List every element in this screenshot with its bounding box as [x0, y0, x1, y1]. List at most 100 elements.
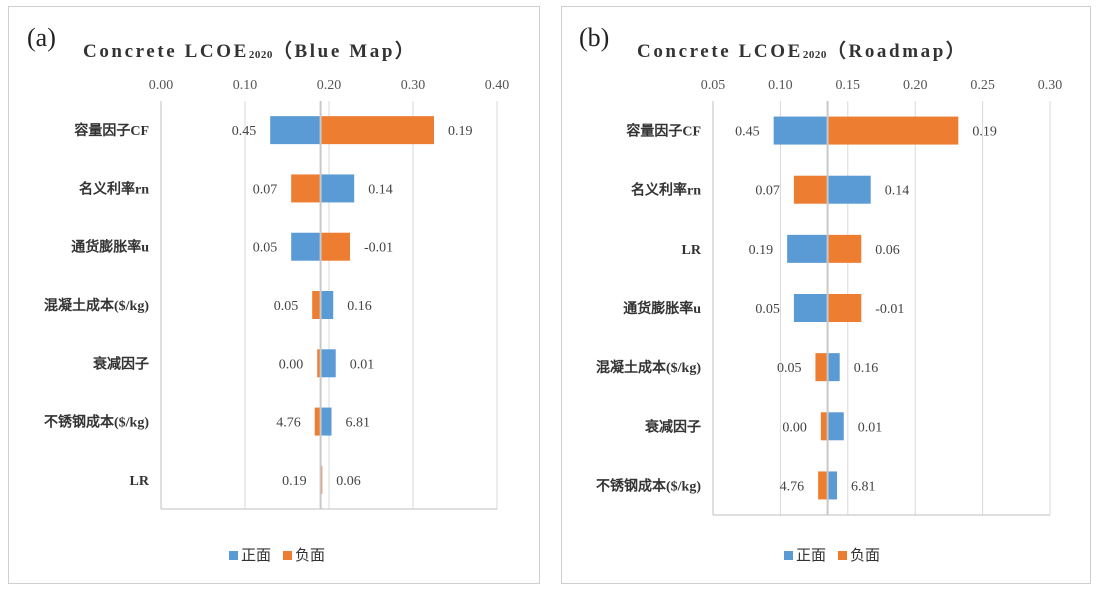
tornado-chart: 0.05 0.10 0.15 0.20 0.25 0.30 容量因子CF 0.45 0.19 名义…: [596, 78, 1063, 564]
data-label-right: 0.19: [448, 124, 473, 139]
chart-title-main: Concrete LCOE: [637, 41, 803, 62]
data-label-right: 0.16: [854, 361, 879, 376]
bar-positive: [827, 175, 871, 204]
data-label-right: 0.14: [885, 184, 910, 199]
data-label-right: 0.06: [875, 243, 900, 258]
chart-title-tail: （Blue Map）: [272, 41, 417, 62]
bar-positive: [827, 412, 844, 441]
bar-positive: [291, 232, 321, 261]
bar-positive: [793, 294, 828, 322]
category-label: 混凝土成本($/kg): [596, 359, 701, 376]
x-tick-label: 0.10: [768, 78, 793, 93]
category-label: 容量因子CF: [625, 123, 701, 140]
data-label-right: 6.81: [346, 416, 371, 431]
data-label-right: 0.14: [368, 182, 393, 197]
data-label-left: 4.76: [780, 479, 805, 494]
chart-title-tail: （Roadmap）: [826, 41, 968, 62]
data-label-left: 4.76: [276, 416, 301, 431]
category-label: 不锈钢成本($/kg): [44, 414, 149, 431]
data-label-right: -0.01: [875, 302, 904, 317]
bar-positive: [320, 407, 332, 436]
chart-title: Concrete LCOE2020（Roadmap）: [637, 36, 968, 63]
x-tick-label: 0.05: [701, 78, 726, 93]
data-label-left: 0.45: [232, 124, 257, 139]
bar-negative: [827, 234, 862, 263]
chart-title-sub: 2020: [802, 49, 827, 61]
bar-positive: [827, 471, 838, 500]
data-label-left: 0.05: [253, 241, 278, 256]
data-label-left: 0.05: [274, 299, 299, 314]
bar-negative: [312, 291, 321, 319]
x-tick-label: 0.10: [233, 78, 258, 93]
bar-negative: [314, 407, 321, 436]
data-label-left: 0.00: [279, 357, 304, 372]
bar-negative: [815, 353, 828, 382]
bar-negative: [320, 232, 350, 261]
data-label-right: 0.19: [972, 125, 997, 140]
data-label-right: 0.01: [858, 420, 883, 435]
chart-title: Concrete LCOE2020（Blue Map）: [83, 36, 417, 63]
x-tick-label: 0.20: [903, 78, 928, 93]
bar-positive: [827, 353, 840, 382]
category-label: LR: [682, 243, 702, 258]
bar-positive: [270, 116, 321, 145]
data-label-left: 0.07: [253, 182, 278, 197]
panel-label: (a): [27, 23, 56, 52]
tornado-chart: 0.00 0.10 0.20 0.30 0.40 容量因子CF 0.45 0.19 名义利率rn…: [44, 78, 510, 564]
data-label-left: 0.05: [755, 302, 780, 317]
panel-label: (b): [579, 23, 610, 52]
data-label-right: 0.01: [350, 357, 375, 372]
chart-panel-b: (b) Concrete LCOE2020（Roadmap） 0.05 0.10 0…: [561, 6, 1091, 584]
bar-positive: [320, 174, 355, 203]
data-label-left: 0.07: [755, 184, 780, 199]
x-tick-label: 0.00: [149, 78, 174, 93]
category-label: 混凝土成本($/kg): [44, 297, 149, 314]
category-label: 通货膨胀率u: [623, 300, 701, 317]
category-label: 名义利率rn: [79, 180, 149, 197]
bar-negative: [291, 174, 321, 203]
data-label-left: 0.05: [777, 361, 802, 376]
category-label: 容量因子CF: [73, 122, 149, 139]
bar-positive: [320, 349, 336, 378]
bar-negative: [793, 175, 828, 204]
data-label-right: 6.81: [851, 479, 876, 494]
legend-swatch: [838, 551, 847, 560]
data-label-right: 0.06: [336, 474, 361, 489]
category-label: 不锈钢成本($/kg): [596, 477, 701, 494]
bar-positive: [787, 234, 828, 263]
legend-label: 负面: [850, 547, 880, 564]
category-label: 通货膨胀率u: [71, 239, 149, 256]
bar-positive: [773, 116, 828, 145]
chart-title-sub: 2020: [248, 49, 273, 61]
legend-label: 正面: [241, 548, 271, 564]
category-label: 名义利率rn: [631, 182, 701, 199]
x-tick-label: 0.30: [1038, 78, 1063, 93]
x-tick-label: 0.40: [485, 78, 510, 93]
legend-label: 负面: [295, 547, 325, 564]
data-label-left: 0.19: [749, 243, 774, 258]
category-label: 衰减因子: [92, 355, 149, 372]
bar-negative: [320, 116, 434, 145]
legend-swatch: [283, 551, 292, 560]
data-label-right: -0.01: [364, 241, 393, 256]
category-label: 衰减因子: [644, 418, 701, 435]
x-tick-label: 0.15: [836, 78, 861, 93]
x-tick-label: 0.20: [317, 78, 342, 93]
x-tick-label: 0.30: [401, 78, 426, 93]
legend-swatch: [229, 551, 238, 560]
data-label-left: 0.19: [282, 474, 307, 489]
category-label: LR: [130, 474, 150, 489]
data-label-left: 0.45: [735, 125, 760, 140]
bar-positive: [320, 291, 334, 319]
chart-title-main: Concrete LCOE: [83, 41, 249, 62]
legend-swatch: [784, 551, 793, 560]
bar-negative: [317, 349, 321, 378]
bar-negative: [820, 412, 828, 441]
bar-negative: [818, 471, 828, 500]
data-label-left: 0.00: [782, 420, 807, 435]
bar-negative: [827, 116, 959, 145]
x-tick-label: 0.25: [970, 78, 995, 93]
data-label-right: 0.16: [347, 299, 372, 314]
legend-label: 正面: [796, 548, 826, 564]
chart-panel-a: (a) Concrete LCOE2020（Blue Map） 0.00 0.10…: [8, 6, 540, 584]
